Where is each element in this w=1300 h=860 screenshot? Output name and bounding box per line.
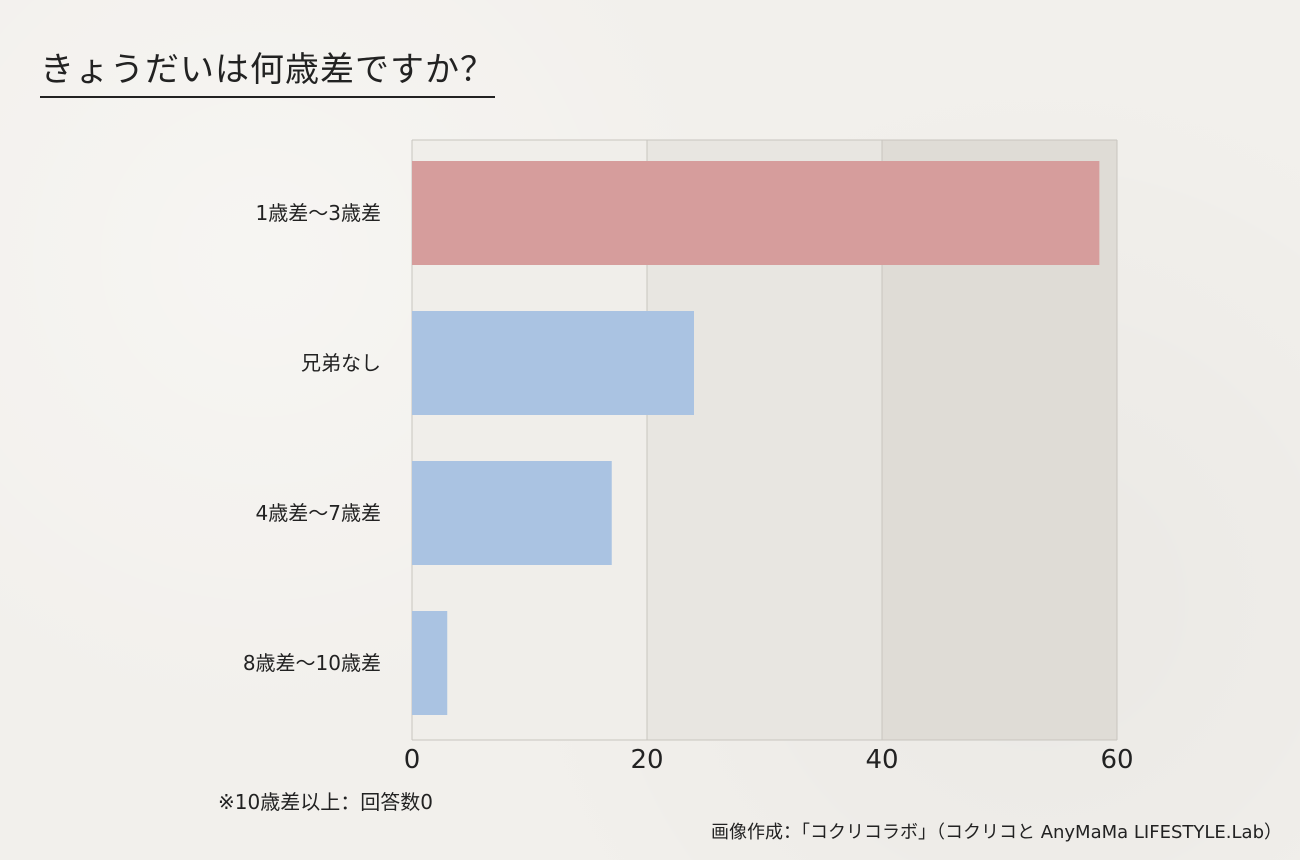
category-label-2: 4歳差〜7歳差 xyxy=(256,501,381,525)
category-label-3: 8歳差〜10歳差 xyxy=(243,651,381,675)
bar-2 xyxy=(412,461,612,565)
bar-0 xyxy=(412,161,1100,265)
image-credit: 画像作成：「コクリコラボ」（コクリコと AnyMaMa LIFESTYLE.La… xyxy=(710,822,1282,843)
category-label-0: 1歳差〜3歳差 xyxy=(256,201,381,225)
page-title: きょうだいは何歳差ですか？ xyxy=(40,48,495,98)
category-label-1: 兄弟なし xyxy=(301,351,381,375)
bar-1 xyxy=(412,311,694,415)
footnote: ※10歳差以上：回答数0 xyxy=(218,790,433,814)
bar-3 xyxy=(412,611,448,715)
x-tick-label-0: 0 xyxy=(404,745,421,775)
x-tick-label-1: 20 xyxy=(630,745,663,775)
x-tick-label-2: 40 xyxy=(865,745,898,775)
x-tick-label-3: 60 xyxy=(1100,745,1133,775)
